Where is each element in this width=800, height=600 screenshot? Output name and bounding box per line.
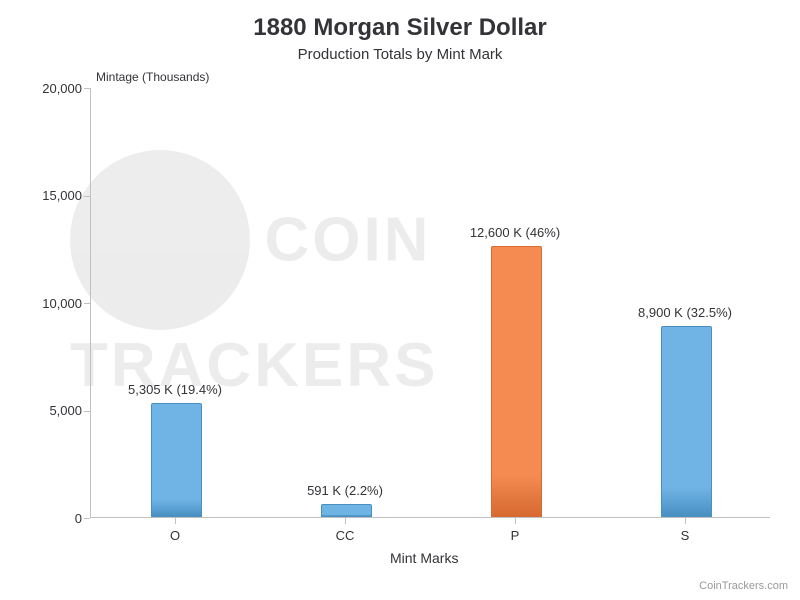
x-tick	[515, 518, 516, 524]
x-tick-label: CC	[305, 528, 385, 543]
bar-value-label: 8,900 K (32.5%)	[605, 305, 765, 320]
y-tick	[84, 196, 90, 197]
y-axis-title: Mintage (Thousands)	[96, 70, 209, 84]
x-tick	[345, 518, 346, 524]
credit-text: CoinTrackers.com	[699, 580, 788, 592]
bar	[491, 246, 542, 517]
bar-value-label: 12,600 K (46%)	[435, 225, 595, 240]
bar-value-label: 5,305 K (19.4%)	[95, 382, 255, 397]
y-tick-label: 0	[22, 511, 82, 526]
bar	[661, 326, 712, 517]
chart-title: 1880 Morgan Silver Dollar	[0, 0, 800, 42]
y-tick	[84, 411, 90, 412]
x-tick-label: P	[475, 528, 555, 543]
y-tick	[84, 303, 90, 304]
y-tick-label: 5,000	[22, 403, 82, 418]
y-tick	[84, 518, 90, 519]
y-tick-label: 10,000	[22, 296, 82, 311]
bar	[321, 504, 372, 517]
bar	[151, 403, 202, 517]
x-tick-label: S	[645, 528, 725, 543]
x-tick	[685, 518, 686, 524]
x-tick	[175, 518, 176, 524]
bar-value-label: 591 K (2.2%)	[265, 483, 425, 498]
y-tick	[84, 88, 90, 89]
x-tick-label: O	[135, 528, 215, 543]
x-axis-title: Mint Marks	[390, 550, 458, 566]
plot-area	[90, 88, 770, 518]
y-tick-label: 20,000	[22, 81, 82, 96]
chart-subtitle: Production Totals by Mint Mark	[0, 42, 800, 63]
y-tick-label: 15,000	[22, 188, 82, 203]
